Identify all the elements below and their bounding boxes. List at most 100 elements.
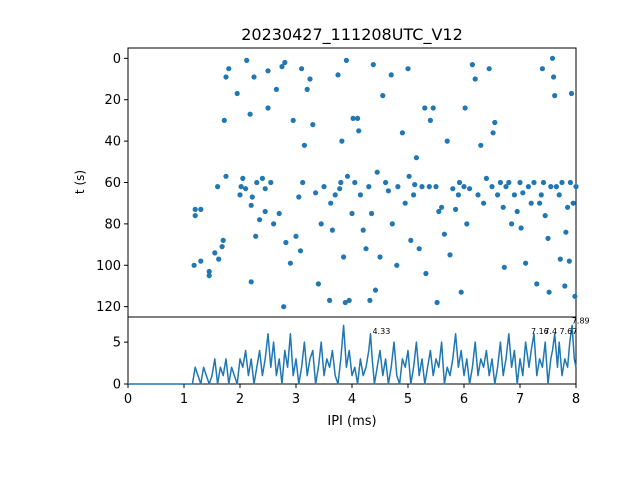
scatter-point: [296, 194, 302, 200]
scatter-point: [537, 200, 543, 206]
scatter-point: [276, 210, 282, 217]
scatter-y-tick-label: 100: [96, 259, 121, 274]
scatter-point: [416, 246, 422, 252]
scatter-point: [253, 233, 259, 239]
histogram-x-ticks: 0 1 2 3 4 5 6 7 8: [124, 384, 580, 407]
scatter-point: [350, 115, 356, 121]
scatter-point: [297, 248, 304, 254]
scatter-point: [238, 184, 244, 190]
scatter-point: [419, 184, 425, 190]
scatter-point: [503, 184, 509, 190]
scatter-point: [363, 246, 369, 252]
scatter-point: [475, 192, 481, 198]
scatter-point: [279, 64, 285, 70]
scatter-point: [528, 200, 534, 206]
scatter-point: [383, 179, 389, 186]
scatter-point: [198, 206, 204, 212]
scatter-point: [248, 279, 254, 285]
scatter-point: [444, 138, 450, 144]
scatter-y-tick-label: 80: [104, 217, 121, 232]
scatter-point: [572, 293, 578, 299]
scatter-point: [553, 184, 560, 190]
histogram-x-tick-label: 7: [516, 392, 524, 407]
scatter-point: [408, 237, 414, 243]
scatter-point: [216, 256, 222, 262]
scatter-point: [248, 202, 254, 208]
scatter-point: [402, 200, 408, 206]
scatter-point: [570, 200, 576, 206]
scatter-point: [517, 179, 523, 186]
scatter-point: [422, 105, 428, 111]
scatter-point: [341, 254, 347, 260]
scatter-point: [464, 221, 470, 227]
scatter-point: [265, 68, 271, 74]
scatter-y-tick-label: 60: [104, 176, 121, 191]
scatter-point: [436, 208, 442, 215]
scatter-point: [321, 184, 327, 190]
scatter-point: [335, 72, 341, 78]
peak-annotation: 7.4: [544, 327, 557, 336]
scatter-point: [495, 192, 501, 198]
scatter-point: [506, 179, 512, 186]
scatter-point: [355, 115, 361, 121]
scatter-point: [223, 74, 229, 80]
scatter-point: [313, 190, 319, 196]
scatter-point: [265, 105, 271, 111]
scatter-point: [293, 233, 299, 239]
scatter-point: [327, 297, 333, 303]
scatter-point: [367, 297, 373, 303]
scatter-point: [509, 221, 515, 227]
scatter-points: [191, 55, 579, 310]
scatter-point: [490, 130, 496, 136]
scatter-point: [352, 179, 358, 186]
scatter-point: [206, 273, 212, 279]
scatter-point: [281, 304, 287, 310]
scatter-point: [406, 173, 412, 179]
scatter-point: [357, 192, 363, 198]
scatter-y-tick-label: 120: [96, 300, 121, 315]
scatter-point: [462, 105, 468, 111]
scatter-point: [254, 179, 260, 186]
scatter-point: [268, 179, 274, 186]
scatter-point: [549, 55, 556, 61]
scatter-point: [456, 179, 463, 186]
scatter-y-label: t (s): [73, 170, 87, 194]
scatter-point: [215, 184, 221, 190]
scatter-point: [538, 192, 544, 198]
scatter-point: [220, 237, 226, 243]
histogram-x-tick-label: 5: [404, 392, 412, 407]
scatter-y-ticks: 0 20 40 60 80 100 120: [96, 52, 128, 315]
scatter-point: [411, 192, 417, 198]
scatter-point: [518, 225, 524, 231]
histogram-x-tick-label: 1: [180, 392, 188, 407]
scatter-point: [262, 208, 268, 215]
histogram-x-tick-label: 8: [572, 392, 580, 407]
scatter-point: [299, 66, 305, 72]
scatter-point: [501, 264, 507, 270]
scatter-point: [486, 66, 492, 72]
scatter-point: [301, 142, 307, 148]
scatter-point: [567, 179, 574, 186]
scatter-point: [349, 210, 355, 217]
scatter-point: [573, 184, 579, 190]
scatter-point: [191, 262, 197, 268]
scatter-point: [489, 184, 495, 190]
scatter-point: [565, 204, 571, 210]
scatter-point: [346, 297, 352, 303]
scatter-point: [539, 66, 546, 72]
histogram-x-tick-label: 3: [292, 392, 300, 407]
scatter-point: [374, 169, 380, 175]
scatter-point: [307, 76, 313, 82]
scatter-point: [546, 289, 552, 295]
scatter-point: [318, 221, 324, 227]
scatter-point: [531, 179, 537, 186]
scatter-point: [500, 204, 506, 210]
scatter-point: [237, 192, 243, 198]
scatter-point: [360, 227, 366, 233]
scatter-point: [520, 190, 526, 196]
scatter-point: [369, 210, 375, 217]
scatter-point: [206, 268, 212, 275]
scatter-point: [310, 122, 316, 128]
